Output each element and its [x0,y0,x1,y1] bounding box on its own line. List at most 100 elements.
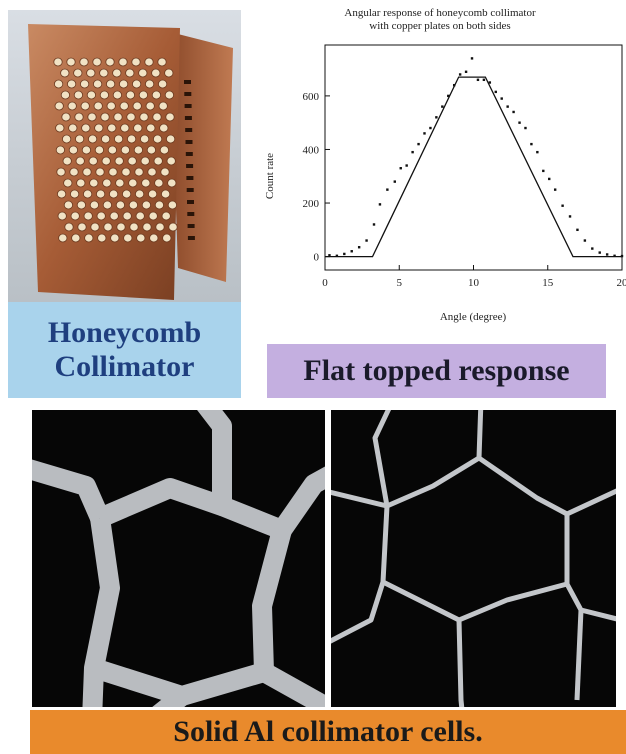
collimator-hole [115,200,126,210]
back-plate-slot [184,92,192,96]
y-axis-label: Count rate [264,153,276,199]
collimator-hole [142,222,152,232]
data-point [335,254,339,258]
data-point [452,83,456,87]
data-point [553,188,557,191]
collimator-photo [8,10,241,302]
collimator-hole [99,90,110,100]
data-point [530,142,533,146]
collimator-hole [126,112,136,122]
collimator-hole [134,167,144,177]
collimator-hole [62,156,72,166]
collimator-hole [112,68,122,78]
collimator-hole [87,112,97,122]
data-point [470,57,474,60]
collimator-hole [165,112,175,122]
collimator-hole [76,200,87,210]
cells-caption: Solid Al collimator cells. [30,710,626,754]
data-point [583,239,587,242]
collimator-hole [69,167,79,177]
cell-micrograph-thin [331,410,616,707]
collimator-hole [151,90,161,100]
collimator-hole [95,167,105,177]
x-tick-label: 15 [542,277,554,289]
collimator-hole [138,90,148,100]
back-plate-slot [185,152,193,156]
collimator-hole [93,79,103,89]
collimator-hole [115,178,125,188]
collimator-hole [107,145,118,155]
collimator-hole [132,79,142,89]
data-point [328,254,331,257]
back-plate-slot [186,164,194,168]
collimator-hole [64,222,74,232]
collimator-hole [63,200,74,210]
data-point [620,254,624,258]
collimator-hole [129,222,139,232]
flat-response-caption-text: Flat topped response [303,354,570,387]
collimator-hole [88,134,98,144]
collimator-hole [61,134,72,144]
collimator-hole [89,200,100,210]
collimator-hole [140,134,150,144]
data-point [372,223,376,226]
collimator-hole [144,57,154,67]
collimator-hole [159,123,169,133]
data-point [350,250,353,253]
collimator-hole [158,79,168,89]
collimator-hole [159,145,169,155]
collimator-hole [103,222,113,232]
collimator-hole [109,211,119,221]
collimator-hole [93,101,103,111]
collimator-hole [147,167,157,177]
collimator-hole [135,189,145,199]
collimator-hole [83,189,93,199]
data-point [568,215,572,218]
data-point [435,116,438,119]
collimator-hole [131,57,141,67]
data-point [464,70,468,73]
x-axis-label: Angle (degree) [440,311,507,323]
data-point [561,204,564,207]
collimator-hole [132,101,142,111]
data-point [378,203,382,206]
data-point [548,177,551,181]
collimator-hole [146,145,156,155]
collimator-hole [166,156,176,166]
thick-cell-walls [32,410,325,707]
collimator-hole [75,156,85,166]
collimator-hole [127,156,137,166]
data-point [476,78,480,82]
collimator-hole [68,123,78,133]
data-point [500,97,503,100]
collimator-hole [120,123,130,133]
y-tick-label: 400 [303,144,320,156]
honeycomb-holes [53,57,178,243]
collimator-hole [75,134,85,144]
back-plate-slot [187,224,195,228]
back-plate-slot [184,104,192,108]
data-point [423,132,426,135]
data-point [598,251,601,254]
collimator-hole [157,57,167,67]
collimator-hole [122,211,132,221]
collimator-hole [153,134,163,144]
collimator-hole [127,134,137,144]
collimator-hole [101,156,111,166]
chart-title-line-2: with copper plates on both sides [369,20,510,32]
collimator-hole [109,189,119,199]
collimator-hole [114,134,124,144]
back-plate-slot [187,200,194,204]
collimator-hole [58,233,68,243]
data-point [441,105,444,108]
collimator-hole [73,68,83,78]
back-plate-slot [186,188,194,192]
collimator-hole [90,222,100,232]
data-point [524,126,527,130]
collimator-hole [56,167,66,177]
collimator-hole [86,90,97,100]
collimator-hole [158,101,168,111]
data-point [447,94,450,98]
collimator-hole [67,101,77,111]
collimator-hole [56,189,67,199]
